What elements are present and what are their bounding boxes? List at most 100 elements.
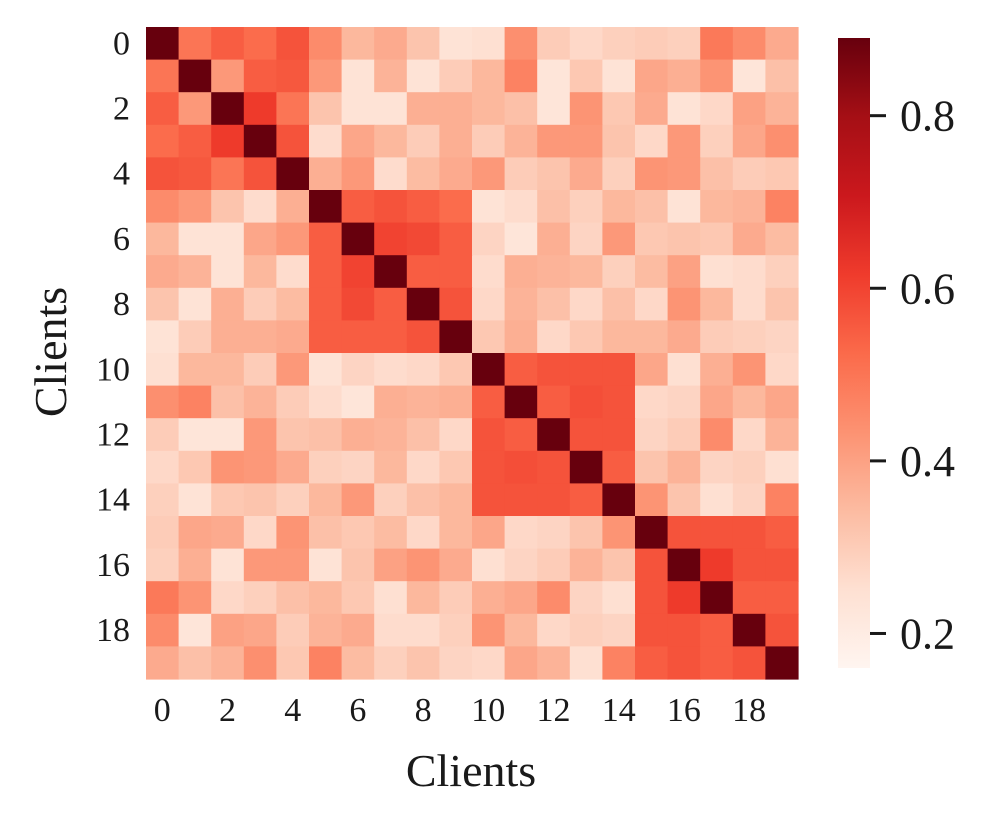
heatmap-cell-r8-c17 [700, 287, 734, 321]
heatmap-cell-r11-c14 [602, 385, 636, 419]
heatmap-cell-r8-c8 [406, 287, 440, 321]
heatmap-cell-r5-c18 [732, 190, 766, 224]
heatmap-cell-r15-c16 [667, 516, 701, 550]
heatmap-cell-r15-c14 [602, 516, 636, 550]
heatmap-cell-r18-c19 [765, 613, 799, 647]
heatmap-cell-r4-c12 [537, 157, 571, 191]
heatmap-cell-r15-c4 [276, 516, 310, 550]
heatmap-cell-r12-c5 [309, 418, 343, 452]
heatmap-cell-r17-c2 [211, 581, 245, 615]
heatmap-cell-r11-c10 [472, 385, 506, 419]
heatmap-cell-r4-c14 [602, 157, 636, 191]
heatmap-cell-r3-c6 [341, 124, 375, 158]
heatmap-cell-r16-c2 [211, 548, 245, 582]
heatmap-cell-r14-c11 [504, 483, 538, 517]
heatmap-cell-r5-c2 [211, 190, 245, 224]
heatmap-cell-r11-c19 [765, 385, 799, 419]
heatmap-cell-r0-c11 [504, 27, 538, 61]
heatmap-cell-r16-c18 [732, 548, 766, 582]
heatmap-cell-r0-c9 [439, 27, 473, 61]
heatmap-cell-r14-c13 [569, 483, 603, 517]
heatmap-cell-r18-c5 [309, 613, 343, 647]
heatmap-cell-r3-c10 [472, 124, 506, 158]
heatmap-cell-r14-c15 [635, 483, 669, 517]
heatmap-cell-r19-c8 [406, 646, 440, 680]
heatmap-cell-r13-c11 [504, 450, 538, 484]
heatmap-cell-r15-c12 [537, 516, 571, 550]
heatmap-cell-r9-c17 [700, 320, 734, 354]
heatmap-cell-r2-c3 [243, 92, 277, 126]
colorbar-tick-label: 0.6 [900, 264, 955, 313]
heatmap-cell-r11-c15 [635, 385, 669, 419]
heatmap-cell-r19-c10 [472, 646, 506, 680]
heatmap-cell-r7-c5 [309, 255, 343, 289]
heatmap-cell-r3-c16 [667, 124, 701, 158]
heatmap-cell-r6-c18 [732, 222, 766, 256]
heatmap-cell-r11-c2 [211, 385, 245, 419]
heatmap-cell-r14-c19 [765, 483, 799, 517]
heatmap-cell-r2-c1 [178, 92, 212, 126]
heatmap-cell-r8-c10 [472, 287, 506, 321]
heatmap-cell-r12-c1 [178, 418, 212, 452]
heatmap-cell-r2-c12 [537, 92, 571, 126]
heatmap-cell-r16-c13 [569, 548, 603, 582]
heatmap-cell-r14-c9 [439, 483, 473, 517]
heatmap-cell-r4-c2 [211, 157, 245, 191]
heatmap-cell-r14-c1 [178, 483, 212, 517]
heatmap-cell-r2-c11 [504, 92, 538, 126]
heatmap-cell-r6-c3 [243, 222, 277, 256]
heatmap-cell-r12-c4 [276, 418, 310, 452]
heatmap-cell-r18-c9 [439, 613, 473, 647]
heatmap-cell-r0-c14 [602, 27, 636, 61]
heatmap-cell-r18-c10 [472, 613, 506, 647]
heatmap-cell-r2-c18 [732, 92, 766, 126]
heatmap-cell-r14-c14 [602, 483, 636, 517]
y-tick-label: 14 [96, 482, 130, 519]
heatmap-cell-r4-c16 [667, 157, 701, 191]
colorbar-tick-label: 0.4 [900, 437, 955, 486]
heatmap-cell-r2-c8 [406, 92, 440, 126]
heatmap-cell-r3-c17 [700, 124, 734, 158]
heatmap-cell-r0-c0 [146, 27, 180, 61]
heatmap-cell-r11-c8 [406, 385, 440, 419]
heatmap-cell-r19-c0 [146, 646, 180, 680]
heatmap-cell-r5-c1 [178, 190, 212, 224]
heatmap-cells [146, 27, 799, 680]
colorbar-tick-label: 0.2 [900, 609, 955, 658]
heatmap-cell-r17-c0 [146, 581, 180, 615]
heatmap-cell-r9-c19 [765, 320, 799, 354]
heatmap-cell-r8-c15 [635, 287, 669, 321]
heatmap-cell-r12-c15 [635, 418, 669, 452]
heatmap-cell-r0-c5 [309, 27, 343, 61]
heatmap-cell-r4-c11 [504, 157, 538, 191]
heatmap-cell-r12-c10 [472, 418, 506, 452]
heatmap-cell-r18-c0 [146, 613, 180, 647]
heatmap-cell-r2-c17 [700, 92, 734, 126]
heatmap-cell-r4-c4 [276, 157, 310, 191]
heatmap-cell-r15-c9 [439, 516, 473, 550]
heatmap-cell-r19-c19 [765, 646, 799, 680]
heatmap-cell-r10-c3 [243, 353, 277, 387]
heatmap-cell-r17-c7 [374, 581, 408, 615]
heatmap-cell-r17-c14 [602, 581, 636, 615]
heatmap-cell-r11-c0 [146, 385, 180, 419]
heatmap-cell-r19-c9 [439, 646, 473, 680]
heatmap-cell-r6-c7 [374, 222, 408, 256]
heatmap-cell-r15-c11 [504, 516, 538, 550]
heatmap-cell-r11-c3 [243, 385, 277, 419]
heatmap-cell-r7-c9 [439, 255, 473, 289]
heatmap-cell-r11-c5 [309, 385, 343, 419]
heatmap-cell-r7-c19 [765, 255, 799, 289]
heatmap-cell-r0-c10 [472, 27, 506, 61]
heatmap-cell-r8-c13 [569, 287, 603, 321]
heatmap-cell-r2-c2 [211, 92, 245, 126]
heatmap-cell-r10-c7 [374, 353, 408, 387]
heatmap-cell-r9-c18 [732, 320, 766, 354]
heatmap-cell-r13-c5 [309, 450, 343, 484]
heatmap-cell-r6-c19 [765, 222, 799, 256]
heatmap-cell-r0-c17 [700, 27, 734, 61]
heatmap-cell-r4-c9 [439, 157, 473, 191]
heatmap-cell-r19-c1 [178, 646, 212, 680]
heatmap-cell-r0-c15 [635, 27, 669, 61]
heatmap-cell-r12-c11 [504, 418, 538, 452]
